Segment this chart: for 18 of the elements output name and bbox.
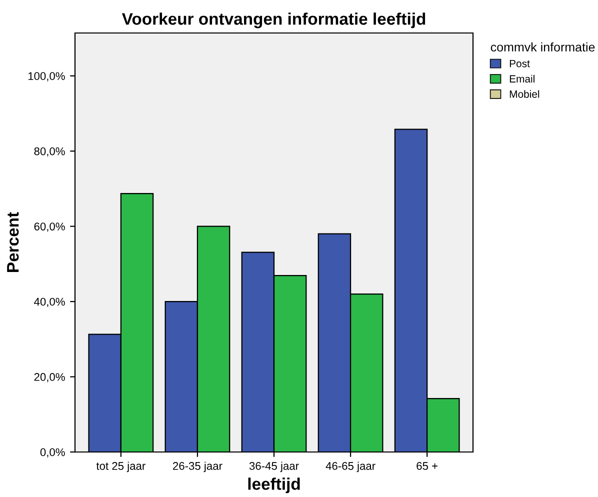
x-axis-title: leeftijd xyxy=(248,478,300,494)
chart-title: Voorkeur ontvangen informatie leeftijd xyxy=(122,12,426,28)
x-tick-label: 65 + xyxy=(416,462,438,470)
x-tick-label: 46-65 jaar xyxy=(326,462,376,472)
x-tick-label: tot 25 jaar xyxy=(96,462,146,472)
y-tick-label: 0,0% xyxy=(40,448,65,458)
legend-label: Mobiel xyxy=(510,90,540,98)
y-tick-label: 60,0% xyxy=(34,222,65,232)
x-tick-label: 26-35 jaar xyxy=(173,462,222,472)
y-tick-label: 40,0% xyxy=(34,298,65,307)
y-axis-title: Percent xyxy=(7,212,19,272)
y-tick-label: 20,0% xyxy=(34,373,65,382)
legend-label: Post xyxy=(510,60,530,68)
x-tick-label: 36-45 jaar xyxy=(249,462,299,472)
legend-label: Email xyxy=(510,74,534,83)
legend-title: commvk informatie xyxy=(490,42,595,52)
y-tick-label: 100,0% xyxy=(28,72,65,82)
y-tick-label: 80,0% xyxy=(34,147,65,157)
